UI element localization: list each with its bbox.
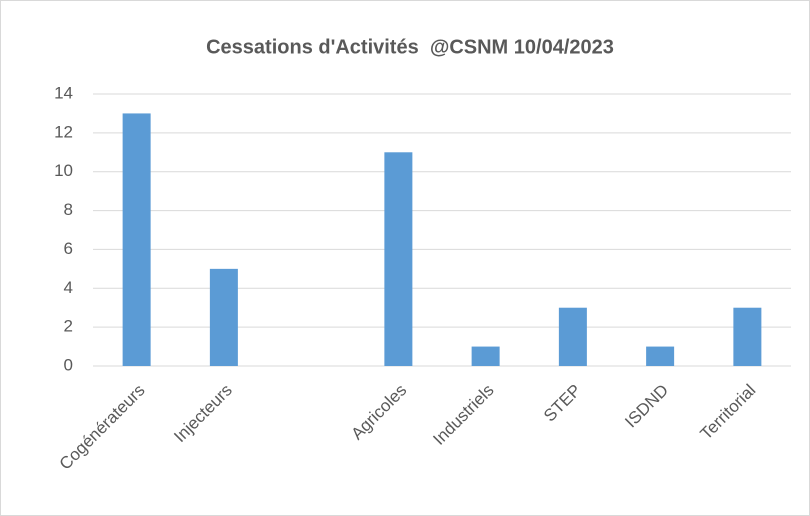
y-tick-label: 14: [54, 83, 73, 102]
y-tick-label: 10: [54, 161, 73, 180]
y-tick-label: 12: [54, 122, 73, 141]
y-tick-label: 6: [64, 239, 73, 258]
y-tick-label: 0: [64, 355, 73, 374]
y-tick-label: 4: [64, 278, 73, 297]
y-tick-label: 8: [64, 200, 73, 219]
bar: [384, 152, 413, 366]
bar: [122, 113, 151, 366]
bar: [558, 307, 587, 366]
bar: [646, 346, 675, 366]
y-tick-label: 2: [64, 317, 73, 336]
bar: [471, 346, 500, 366]
bar: [209, 268, 238, 366]
bar: [733, 307, 762, 366]
chart-title: Cessations d'Activités @CSNM 10/04/2023: [206, 36, 614, 58]
